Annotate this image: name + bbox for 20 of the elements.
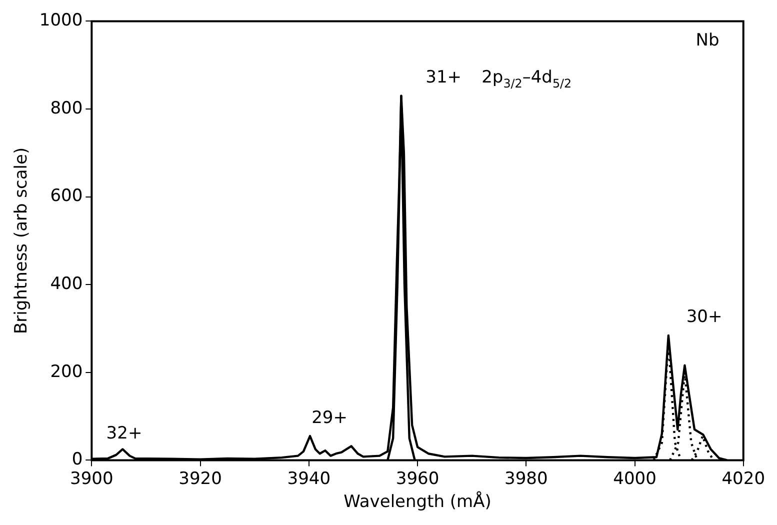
x-tick-label: 3900 [70,468,114,489]
x-tick-label: 3920 [178,468,222,489]
annotation: 31+ [426,68,462,88]
annotation: 29+ [312,408,348,428]
x-tick-label: 4000 [613,468,656,489]
annotation: 30+ [686,306,722,327]
y-tick-label: 400 [50,274,83,294]
y-tick-label: 1000 [39,10,83,31]
y-axis-title: Brightness (arb scale) [12,147,32,334]
annotation: Nb [696,30,720,50]
y-tick-label: 600 [50,186,83,206]
x-tick-label: 4020 [722,468,765,489]
x-tick-label: 3980 [504,468,548,489]
x-tick-label: 3940 [287,468,331,489]
y-tick-label: 0 [72,450,83,470]
x-tick-label: 3960 [396,468,440,489]
annotation: 32+ [106,423,142,444]
x-axis-title: Wavelength (mÅ) [344,491,492,512]
y-tick-label: 200 [50,362,83,382]
y-tick-label: 800 [50,98,83,118]
